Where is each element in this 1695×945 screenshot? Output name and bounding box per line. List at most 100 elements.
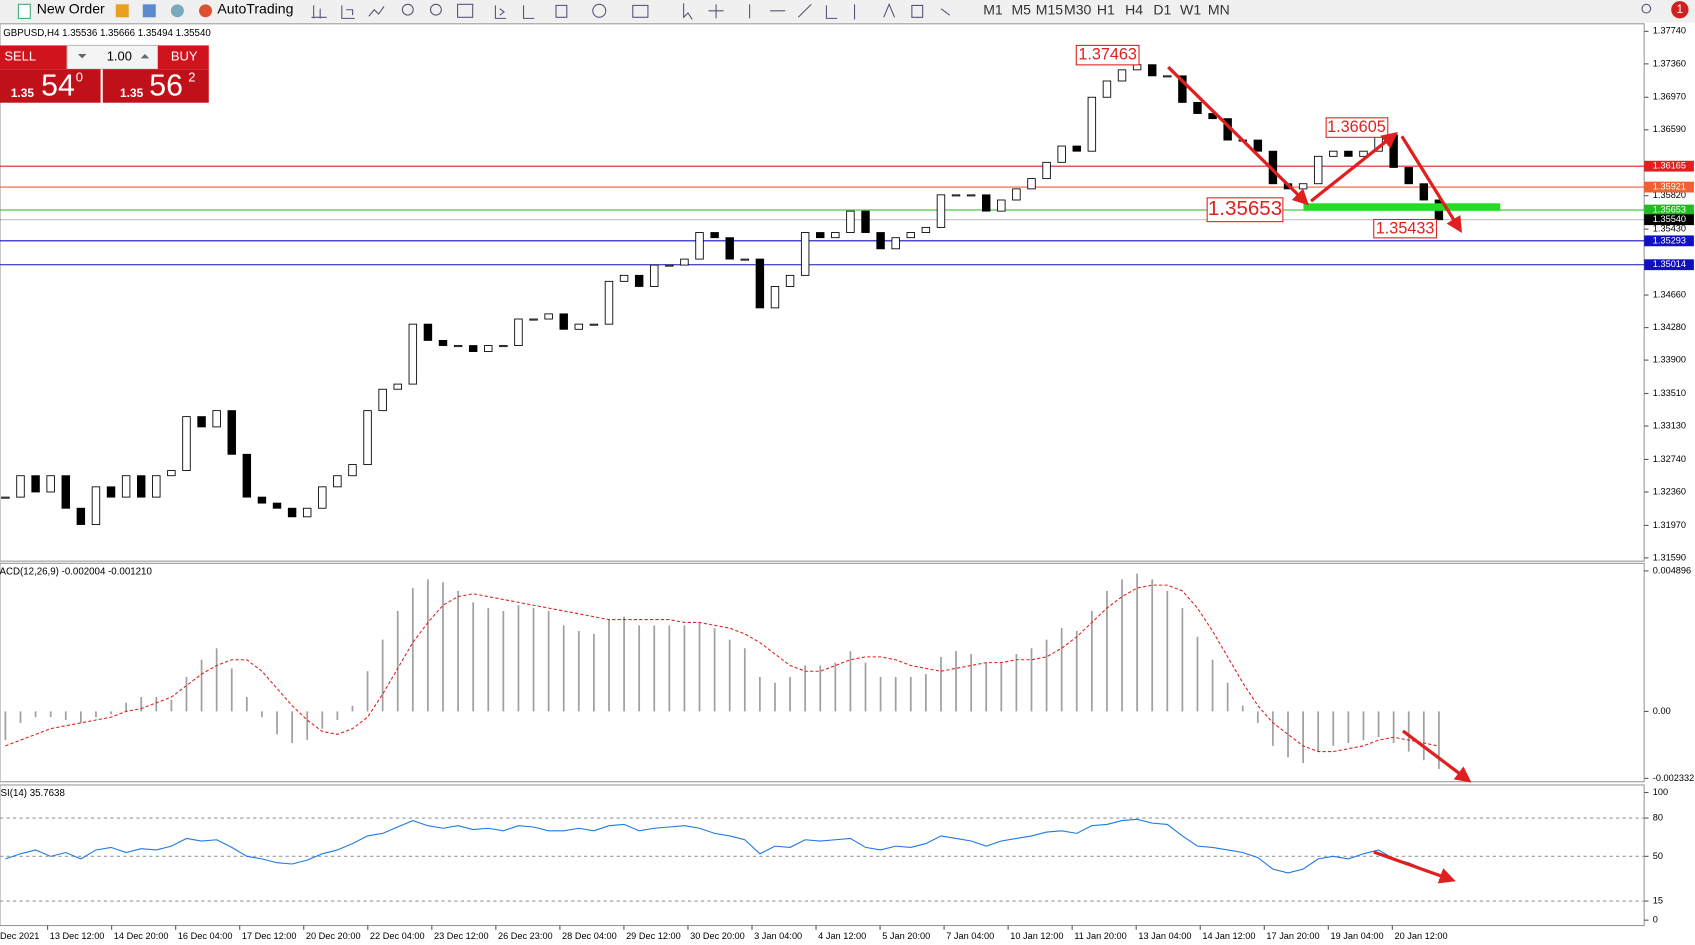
x-tick-label: 3 Jan 04:00 xyxy=(754,931,802,941)
y-tick-label: 15 xyxy=(1653,895,1663,905)
timeframe-button[interactable]: M1 xyxy=(983,2,1003,18)
candle xyxy=(212,410,221,428)
icon[interactable] xyxy=(341,5,355,19)
icon[interactable] xyxy=(142,4,156,18)
candle xyxy=(589,323,599,326)
candle xyxy=(876,232,885,250)
icon[interactable] xyxy=(429,3,442,16)
price-level-box xyxy=(1644,214,1694,226)
candle xyxy=(287,507,297,518)
candle xyxy=(1313,155,1323,185)
y-tick-label: 50 xyxy=(1653,851,1663,861)
buy-button[interactable] xyxy=(157,45,209,70)
candle xyxy=(1132,64,1142,71)
y-tick-label: 1.36590 xyxy=(1653,124,1686,134)
candle xyxy=(1,496,10,499)
buy-label: BUY xyxy=(171,49,198,64)
toolbar-icons xyxy=(311,2,1652,20)
candle xyxy=(272,502,282,509)
candle xyxy=(1298,183,1308,190)
icon[interactable] xyxy=(494,5,507,19)
candle xyxy=(46,475,55,493)
sell-price-sup: 0 xyxy=(76,69,83,84)
rsi-header: RSI(14) 35.7638 xyxy=(0,788,65,799)
icon[interactable] xyxy=(457,3,474,18)
candle xyxy=(770,286,780,309)
candle xyxy=(197,416,206,428)
candle xyxy=(121,475,131,498)
y-tick-label: 1.35820 xyxy=(1653,190,1686,200)
candle xyxy=(755,258,765,309)
price-level-box xyxy=(1644,160,1694,172)
annotation-box xyxy=(1206,197,1284,223)
timeframe-button[interactable]: M30 xyxy=(1064,2,1092,18)
sell-price-box[interactable] xyxy=(0,69,101,103)
candle xyxy=(363,410,372,466)
chart-header: GBPUSD,H4 1.35536 1.35666 1.35494 1.3554… xyxy=(3,28,211,39)
buy-price-box[interactable] xyxy=(102,69,209,103)
candle xyxy=(650,264,659,287)
icon[interactable] xyxy=(592,3,607,18)
timeframe-button[interactable]: H4 xyxy=(1125,2,1143,18)
icon[interactable] xyxy=(311,5,327,19)
icon[interactable] xyxy=(522,5,535,19)
lot-down[interactable] xyxy=(77,54,87,59)
candle xyxy=(1147,64,1157,77)
rsi-line xyxy=(5,818,1440,876)
search-icon[interactable] xyxy=(1641,3,1652,14)
sell-price-prefix: 1.35 xyxy=(11,86,35,100)
candle xyxy=(1087,96,1097,152)
candle xyxy=(423,323,433,341)
y-tick-label: 1.37740 xyxy=(1653,26,1686,36)
candle xyxy=(1193,101,1202,114)
arrow xyxy=(1373,850,1456,884)
timeframe-button[interactable]: D1 xyxy=(1153,2,1171,18)
candle xyxy=(1042,161,1051,180)
timeframe-button[interactable]: H1 xyxy=(1097,2,1115,18)
candle xyxy=(1404,167,1413,185)
candle xyxy=(61,475,70,509)
arrow xyxy=(1400,135,1462,234)
annotation: 1.37463 xyxy=(1078,45,1137,63)
autotrading-icon[interactable] xyxy=(199,4,213,18)
candle xyxy=(227,410,236,455)
icon[interactable] xyxy=(368,6,385,17)
new-order-icon[interactable] xyxy=(17,3,31,19)
icon[interactable] xyxy=(170,4,184,18)
notification-badge[interactable] xyxy=(1671,1,1689,19)
icon[interactable] xyxy=(708,4,724,19)
candle xyxy=(408,323,418,385)
support-zone xyxy=(1303,203,1501,211)
new-order-button[interactable]: New Order xyxy=(37,0,105,16)
y-tick-label: 0 xyxy=(1653,915,1658,925)
candle xyxy=(106,486,116,498)
toolbar-bg xyxy=(0,0,1695,23)
price-level-box xyxy=(1644,259,1694,271)
lot-up[interactable] xyxy=(140,54,150,59)
candle xyxy=(982,194,991,212)
y-tick-label: 1.36970 xyxy=(1653,92,1686,102)
timeframe-button[interactable]: M5 xyxy=(1011,2,1031,18)
icon[interactable] xyxy=(749,2,951,20)
candle xyxy=(740,258,750,261)
autotrading-button[interactable]: AutoTrading xyxy=(217,0,293,16)
candle xyxy=(1419,183,1429,201)
y-tick-label: -0.002332 xyxy=(1653,773,1694,783)
icon[interactable] xyxy=(683,3,693,20)
timeframe-button[interactable]: W1 xyxy=(1180,2,1201,18)
annotation-box xyxy=(1075,44,1140,66)
icon[interactable] xyxy=(115,4,129,18)
sell-button[interactable] xyxy=(0,45,68,70)
candle xyxy=(152,475,161,498)
icon[interactable] xyxy=(632,4,649,18)
candle xyxy=(453,345,463,348)
macd-pane xyxy=(0,562,1645,783)
icon[interactable] xyxy=(401,3,414,16)
timeframe-button[interactable]: MN xyxy=(1208,2,1230,18)
macd-header: MACD(12,26,9) -0.002004 -0.001210 xyxy=(0,567,152,578)
candle xyxy=(951,194,961,197)
timeframe-button[interactable]: M15 xyxy=(1036,2,1064,18)
buy-price-prefix: 1.35 xyxy=(120,86,144,100)
icon[interactable] xyxy=(555,4,568,18)
